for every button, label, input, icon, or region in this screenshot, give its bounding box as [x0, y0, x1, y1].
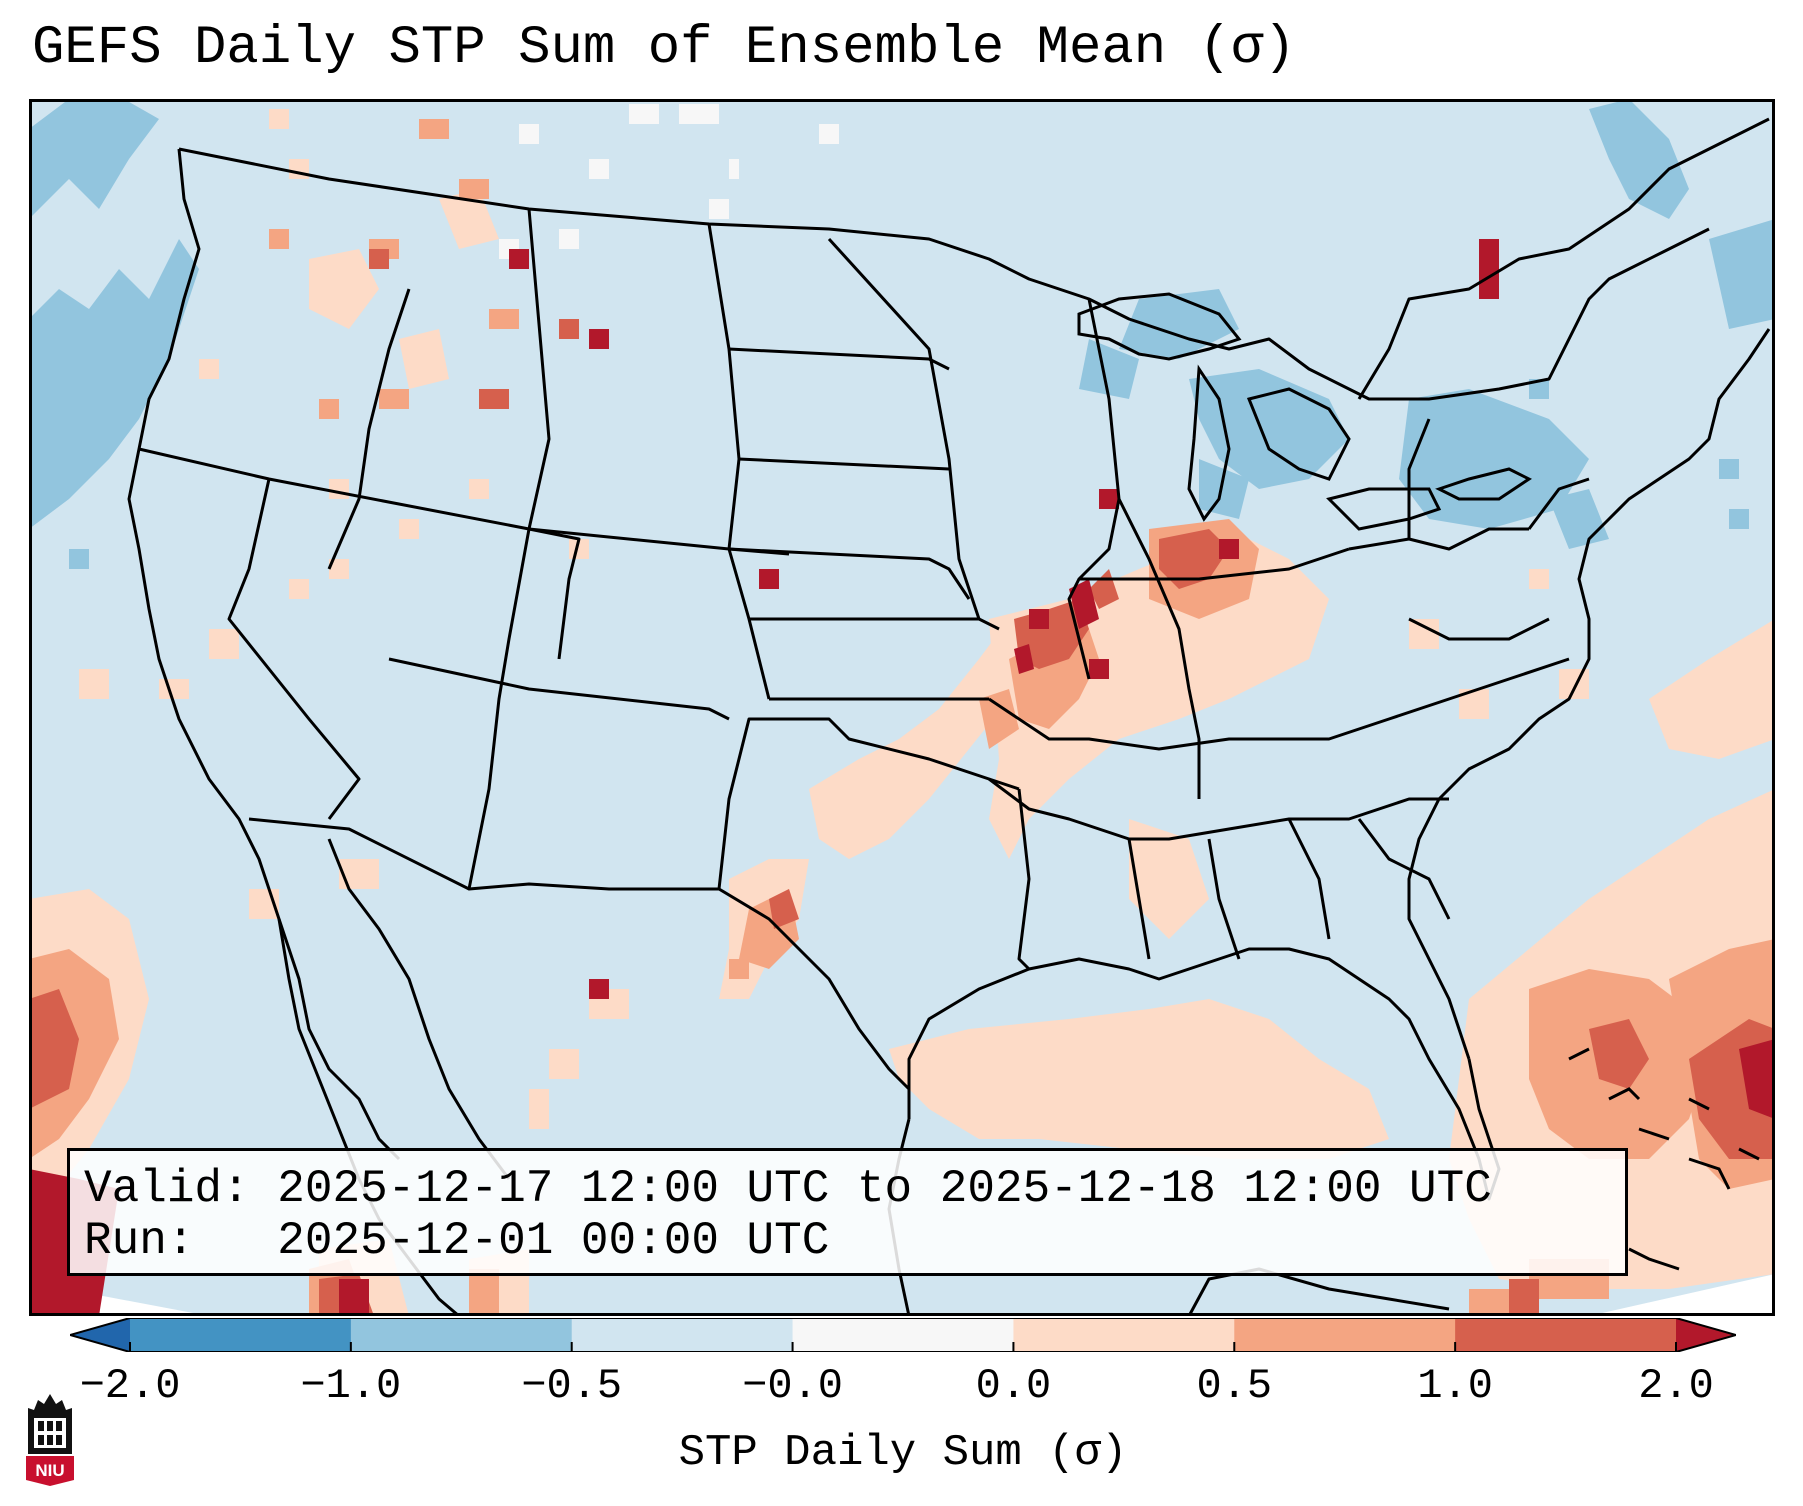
map-panel — [29, 99, 1775, 1316]
colorbar-segment — [571, 1318, 794, 1352]
map-border — [29, 99, 1775, 1316]
colorbar-tick-label: −0.0 — [742, 1362, 843, 1410]
great-lakes — [1077, 292, 1532, 531]
colorbar-tick-label: 0.5 — [1196, 1362, 1273, 1410]
map-title: GEFS Daily STP Sum of Ensemble Mean (σ) — [32, 18, 1296, 79]
projection-edge-bottom-right — [1589, 1274, 1775, 1316]
colorbar-tick-label: −0.5 — [521, 1362, 623, 1410]
colorbar-segment — [1234, 1318, 1456, 1352]
colorbar-segment — [792, 1318, 1014, 1352]
niu-logo-text: NIU — [35, 1461, 64, 1480]
colorbar-tick-label: −1.0 — [300, 1362, 402, 1410]
colorbar-under-tip — [70, 1318, 130, 1352]
colorbar-tick-label: −2.0 — [79, 1362, 181, 1410]
valid-label: Valid: — [84, 1163, 250, 1215]
colorbar-over-tip — [1676, 1318, 1736, 1352]
run-value: 2025-12-01 00:00 UTC — [277, 1215, 830, 1267]
colorbar-segment — [1013, 1318, 1235, 1352]
bahamas-islands — [1568, 1047, 1760, 1271]
info-box: Valid: 2025-12-17 12:00 UTC to 2025-12-1… — [67, 1148, 1628, 1276]
run-label: Run: — [84, 1215, 195, 1267]
niu-logo-icon: NIU — [26, 1394, 74, 1486]
valid-line: Valid: 2025-12-17 12:00 UTC to 2025-12-1… — [84, 1163, 1492, 1215]
colorbar-label: STP Daily Sum (σ) — [678, 1428, 1128, 1478]
colorbar-segment — [130, 1318, 352, 1352]
stp-map — [29, 99, 1775, 1316]
colorbar-tick-label: 1.0 — [1417, 1362, 1493, 1410]
colorbar-tick-label: 2.0 — [1638, 1362, 1714, 1410]
pacific-negative-field — [29, 99, 1775, 569]
colorbar-segment — [1455, 1318, 1677, 1352]
state-boundaries — [127, 117, 1771, 1316]
colorbar — [70, 1318, 1736, 1352]
valid-value: 2025-12-17 12:00 UTC to 2025-12-18 12:00… — [277, 1163, 1492, 1215]
colorbar-segment — [350, 1318, 573, 1352]
run-line: Run: 2025-12-01 00:00 UTC — [84, 1215, 829, 1267]
colorbar-tick-label: 0.0 — [975, 1362, 1052, 1410]
